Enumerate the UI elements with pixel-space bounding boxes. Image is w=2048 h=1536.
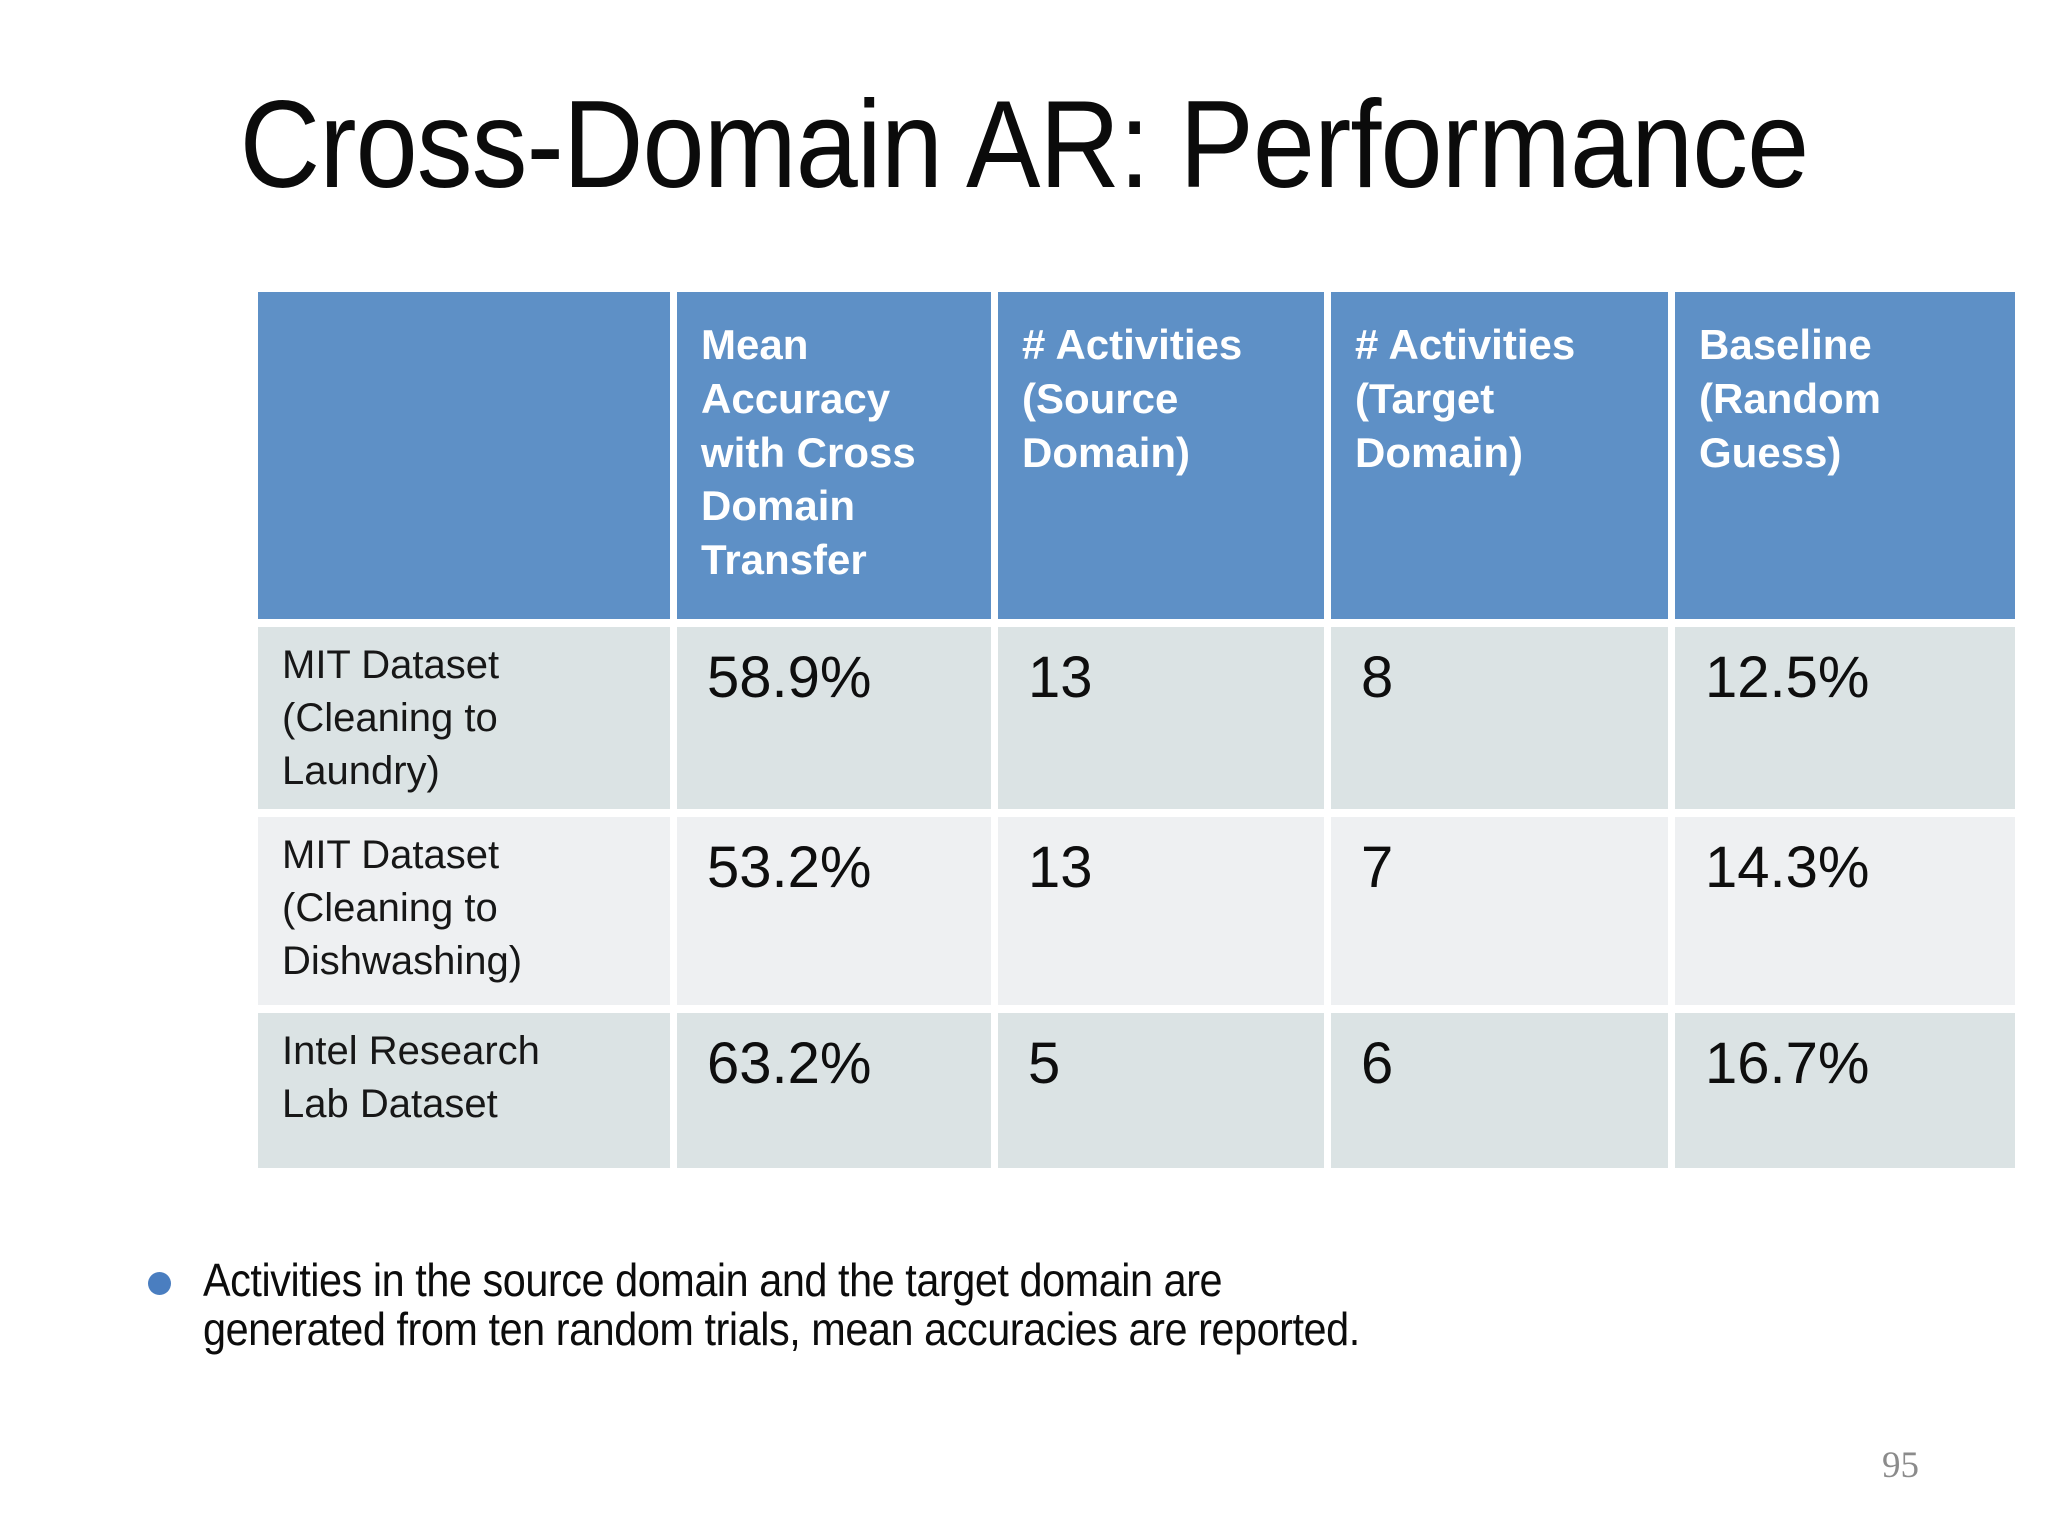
row2-baseline: 14.3%	[1675, 817, 2015, 1005]
row1-label-cell: MIT Dataset (Cleaning to Laundry)	[258, 627, 670, 809]
bullet-note: Activities in the source domain and the …	[134, 1254, 1634, 1356]
row3-mean-accuracy: 63.2%	[677, 1013, 991, 1168]
performance-table: Mean Accuracy with Cross Domain Transfer…	[258, 292, 2015, 1168]
row1-baseline: 12.5%	[1675, 627, 2015, 809]
row1-activities-source: 13	[998, 627, 1324, 809]
row2-label-cell: MIT Dataset (Cleaning to Dishwashing)	[258, 817, 670, 1005]
row1-mean-accuracy: 58.9%	[677, 627, 991, 809]
page-number: 95	[1882, 1445, 1919, 1486]
row3-baseline: 16.7%	[1675, 1013, 2015, 1168]
row2-mean-accuracy: 53.2%	[677, 817, 991, 1005]
row3-label-cell: Intel Research Lab Dataset	[258, 1013, 670, 1168]
row3-activities-target: 6	[1331, 1013, 1668, 1168]
bullet-note-text: Activities in the source domain and the …	[203, 1254, 1360, 1356]
header-cell-activities-source: # Activities (Source Domain)	[998, 292, 1324, 619]
slide-title: Cross-Domain AR: Performance	[239, 76, 1810, 214]
row1-activities-target: 8	[1331, 627, 1668, 809]
row2-activities-target: 7	[1331, 817, 1668, 1005]
bullet-dot-icon	[148, 1272, 171, 1295]
row3-activities-source: 5	[998, 1013, 1324, 1168]
header-cell-baseline: Baseline (Random Guess)	[1675, 292, 2015, 619]
header-cell-blank	[258, 292, 670, 619]
row2-activities-source: 13	[998, 817, 1324, 1005]
header-cell-mean-accuracy: Mean Accuracy with Cross Domain Transfer	[677, 292, 991, 619]
header-cell-activities-target: # Activities (Target Domain)	[1331, 292, 1668, 619]
